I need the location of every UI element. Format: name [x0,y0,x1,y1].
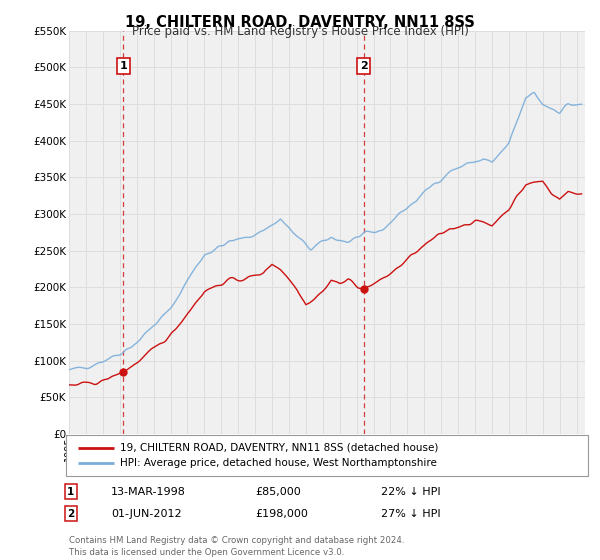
Text: 2: 2 [360,61,368,71]
Text: 01-JUN-2012: 01-JUN-2012 [111,508,182,519]
Text: 19, CHILTERN ROAD, DAVENTRY, NN11 8SS (detached house): 19, CHILTERN ROAD, DAVENTRY, NN11 8SS (d… [120,443,439,453]
Text: 27% ↓ HPI: 27% ↓ HPI [381,508,440,519]
Text: Contains HM Land Registry data © Crown copyright and database right 2024.
This d: Contains HM Land Registry data © Crown c… [69,536,404,557]
Text: 13-MAR-1998: 13-MAR-1998 [111,487,186,497]
Text: £85,000: £85,000 [255,487,301,497]
Text: 2: 2 [67,508,74,519]
Text: Price paid vs. HM Land Registry's House Price Index (HPI): Price paid vs. HM Land Registry's House … [131,25,469,38]
Text: 19, CHILTERN ROAD, DAVENTRY, NN11 8SS: 19, CHILTERN ROAD, DAVENTRY, NN11 8SS [125,15,475,30]
Text: 1: 1 [119,61,127,71]
Text: 1: 1 [67,487,74,497]
Text: £198,000: £198,000 [255,508,308,519]
Text: 22% ↓ HPI: 22% ↓ HPI [381,487,440,497]
Text: HPI: Average price, detached house, West Northamptonshire: HPI: Average price, detached house, West… [120,458,437,468]
